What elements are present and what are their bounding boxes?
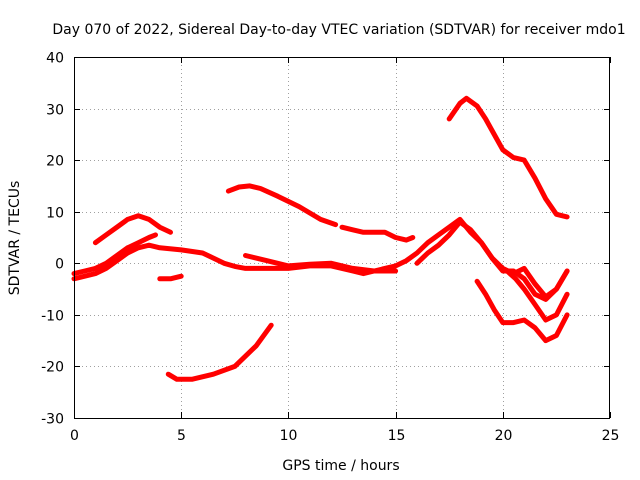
series-line-s11 — [474, 278, 570, 344]
series-line-s4 — [157, 273, 184, 282]
y-tick-label: -20 — [41, 360, 64, 376]
y-tick-label: -10 — [41, 309, 64, 325]
y-axis-label: SDTVAR / TECUs — [7, 181, 23, 296]
y-tick-label: -30 — [41, 412, 64, 428]
ticks: 0 5 10 15 20 25 -30 -20 -10 0 10 20 30 40 — [41, 51, 619, 445]
plot-frame — [74, 57, 610, 419]
series-line-s5 — [165, 322, 274, 382]
x-axis-label: GPS time / hours — [282, 458, 399, 474]
x-tick-label: 15 — [388, 428, 406, 444]
y-tick-label: 0 — [55, 257, 64, 273]
series-line-s12 — [504, 268, 570, 323]
x-tick-label: 25 — [602, 428, 620, 444]
x-tick-label: 5 — [177, 428, 186, 444]
series-layer — [71, 95, 570, 382]
y-tick-label: 20 — [46, 154, 64, 170]
chart-title: Day 070 of 2022, Sidereal Day-to-day VTE… — [52, 22, 625, 38]
series-line-s9 — [414, 219, 570, 302]
series-line-s10 — [446, 95, 570, 220]
x-tick-label: 0 — [70, 428, 79, 444]
series-line-s2 — [71, 232, 158, 277]
y-tick-label: 40 — [46, 51, 64, 67]
series-line-s7 — [243, 253, 399, 274]
series-line-s3 — [92, 213, 173, 246]
y-tick-label: 30 — [46, 103, 64, 119]
x-tick-label: 10 — [280, 428, 298, 444]
x-tick-label: 20 — [495, 428, 513, 444]
y-tick-label: 10 — [46, 206, 64, 222]
series-line-s6 — [225, 183, 339, 228]
series-line-s8 — [339, 224, 416, 243]
